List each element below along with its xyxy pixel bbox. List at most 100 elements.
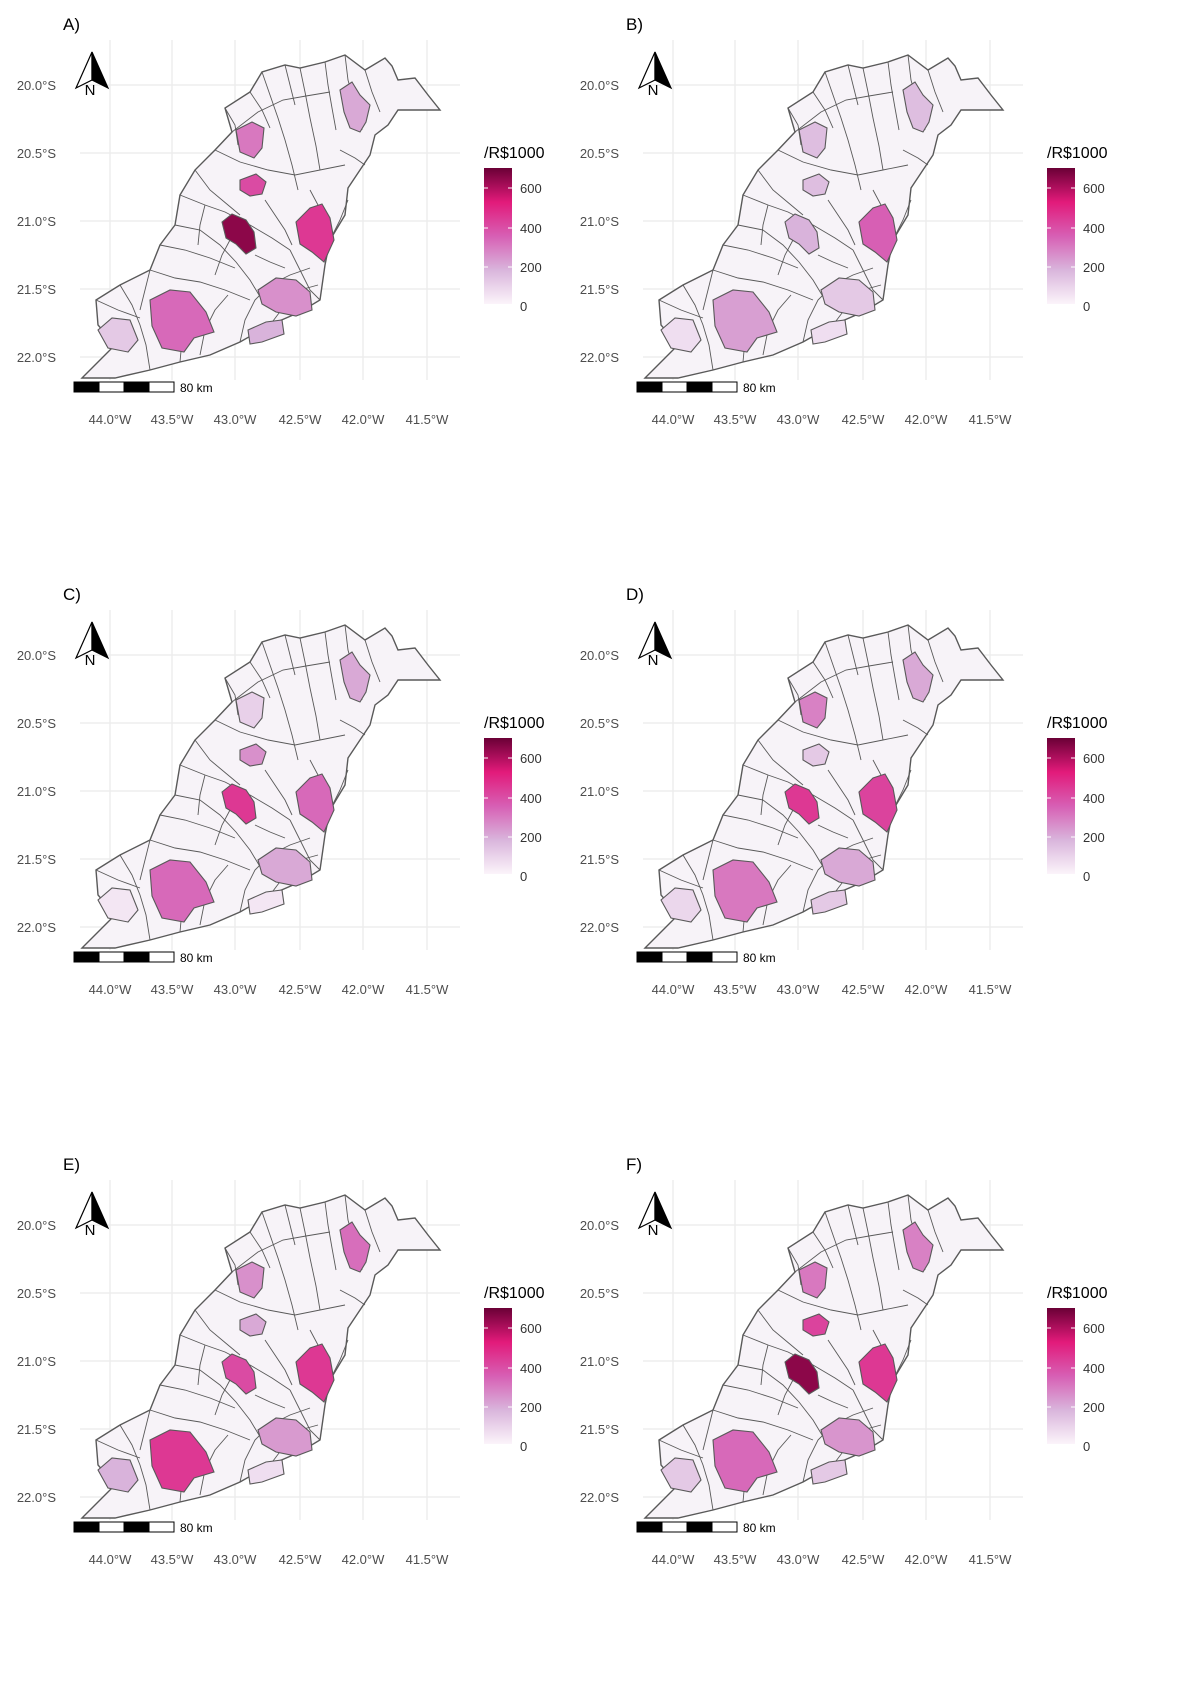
municipality-boundary (777, 239, 794, 276)
lat-tick-label: 22.0°S (17, 1490, 57, 1505)
legend-title: /R$1000 (1047, 145, 1108, 162)
lon-tick-label: 42.5°W (279, 1552, 323, 1567)
municipality-boundary (214, 1289, 346, 1316)
municipality-boundary (927, 1209, 944, 1253)
legend-colorbar (1047, 1308, 1075, 1444)
panel-label: C) (63, 585, 81, 604)
scale-bar-segment (686, 1521, 713, 1533)
map-svg: A) 20.0°S 20.5°S 21.0°S 21.5°S 22.0°S 44.0°W 43… (17, 15, 545, 427)
municipality-boundary (214, 719, 346, 746)
region-central-core (221, 213, 257, 255)
municipality-boundary (902, 1289, 929, 1306)
scale-bar: 80 km (73, 1521, 213, 1535)
legend-title: /R$1000 (484, 145, 545, 162)
municipality-boundary (95, 1439, 141, 1459)
lat-tick-label: 20.5°S (580, 716, 620, 731)
municipality-boundary (777, 719, 909, 746)
lon-tick-label: 41.5°W (406, 1552, 450, 1567)
scale-bar-segment (73, 951, 100, 963)
municipality-boundary (139, 269, 151, 311)
municipality-boundary (249, 91, 271, 129)
legend-tick-label: 0 (520, 299, 527, 314)
lat-tick-label: 20.0°S (17, 1218, 57, 1233)
municipality-boundary (658, 299, 704, 319)
municipality-boundary (214, 809, 231, 846)
municipality-boundary (199, 294, 229, 356)
region-north-central (798, 691, 828, 729)
region-central-core (221, 783, 257, 825)
legend-tick-label: 600 (520, 181, 542, 196)
lon-tick-label: 43.0°W (777, 1552, 821, 1567)
municipality-boundary (712, 269, 814, 301)
municipality-boundary (722, 244, 799, 269)
lon-tick-label: 43.5°W (714, 412, 758, 427)
municipality-boundary (284, 1204, 296, 1246)
map-panel: E) 20.0°S 20.5°S 21.0°S 21.5°S 22.0°S 44.0°W 43… (0, 1140, 596, 1697)
municipality-boundary (762, 294, 792, 356)
legend-tick-label: 600 (1083, 1321, 1105, 1336)
municipality-boundary (812, 661, 834, 699)
north-label: N (85, 652, 96, 669)
municipality-boundary (812, 91, 834, 129)
lat-tick-label: 21.5°S (580, 282, 620, 297)
region-north-east (902, 651, 934, 703)
municipality-boundary (199, 864, 229, 926)
region-north-east (339, 1221, 371, 1273)
legend-tick-label: 400 (520, 221, 542, 236)
lon-tick-label: 44.0°W (89, 982, 133, 997)
lon-tick-label: 41.5°W (969, 1552, 1013, 1567)
municipality-boundary (214, 1379, 231, 1416)
region-south-east (810, 319, 848, 345)
region-south-west (712, 1429, 778, 1493)
lon-tick-label: 44.0°W (652, 1552, 696, 1567)
legend-tick-label: 400 (1083, 791, 1105, 806)
lon-tick-label: 44.0°W (652, 982, 696, 997)
municipality-boundary (737, 794, 826, 871)
legend-tick-label: 200 (1083, 830, 1105, 845)
municipality-boundary (757, 1309, 804, 1356)
north-label: N (85, 82, 96, 99)
municipality-boundary (777, 1289, 909, 1316)
municipality-boundary (927, 69, 944, 113)
legend-tick-label: 600 (520, 751, 542, 766)
panel-label: D) (626, 585, 644, 604)
municipality-boundary (174, 1364, 263, 1441)
lon-tick-label: 42.5°W (279, 412, 323, 427)
region-south-west (712, 859, 778, 923)
municipality-boundary (777, 809, 794, 846)
municipality-boundary (339, 149, 366, 166)
scale-bar-segment (661, 1521, 688, 1533)
municipality-boundary (289, 819, 321, 871)
municipality-boundary (194, 1309, 241, 1356)
north-label: N (648, 82, 659, 99)
region-central-core (221, 1353, 257, 1395)
lat-tick-label: 21.0°S (580, 784, 620, 799)
region-north-east (339, 651, 371, 703)
scale-bar-segment (98, 381, 125, 393)
lon-tick-label: 43.0°W (777, 412, 821, 427)
municipality-boundary (261, 71, 299, 191)
municipality-boundary (824, 1211, 862, 1331)
region-east-central (858, 773, 898, 833)
region-central-core (784, 1353, 820, 1395)
lon-tick-label: 44.0°W (89, 1552, 133, 1567)
municipality-boundary (817, 824, 849, 839)
region-west (97, 1457, 139, 1493)
north-label: N (648, 652, 659, 669)
lon-tick-label: 43.5°W (151, 412, 195, 427)
legend-colorbar (484, 168, 512, 304)
municipality-boundary (261, 1211, 299, 1331)
municipality-boundary (824, 641, 862, 761)
legend-tick-label: 200 (520, 1400, 542, 1415)
municipality-boundary (174, 224, 263, 301)
lon-tick-label: 42.0°W (342, 982, 386, 997)
municipality-boundary (794, 91, 894, 133)
north-arrow-icon: N (74, 1191, 110, 1239)
municipality-boundary (682, 1424, 714, 1511)
scale-bar-segment (148, 1521, 175, 1533)
lon-tick-label: 42.0°W (905, 412, 949, 427)
municipality-boundary (199, 1434, 229, 1496)
region-south-east (247, 889, 285, 915)
municipality-boundary (682, 284, 714, 371)
